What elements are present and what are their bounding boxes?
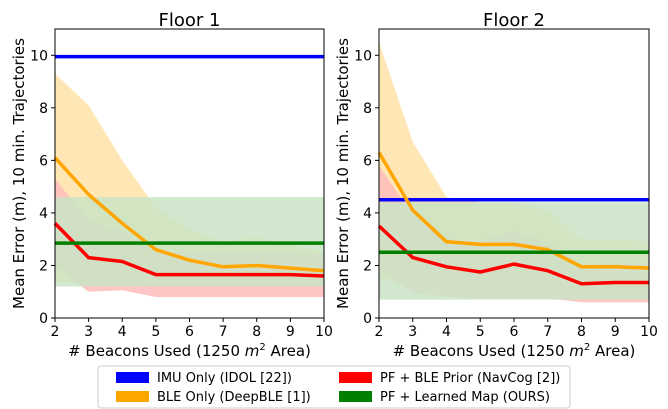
x-axis-ticks: 2 3 4 5 6 7 8 9 10 [375, 318, 658, 340]
legend-item: IMU Only (IDOL [22]) [116, 371, 292, 386]
x-tick-label: 8 [252, 324, 261, 340]
legend-item: BLE Only (DeepBLE [1]) [116, 390, 311, 405]
x-tick-label: 2 [375, 324, 384, 340]
x-axis-label: # Beacons Used (1250 m2 Area) [68, 342, 311, 360]
x-axis-label-part-1: # Beacons Used (1250 [393, 342, 570, 360]
legend-frame [97, 365, 571, 409]
x-axis-label-unit: m [245, 342, 260, 360]
x-axis-label-part-1: # Beacons Used (1250 [68, 342, 245, 360]
x-axis-label-exponent: 2 [259, 342, 265, 353]
legend-items: IMU Only (IDOL [22]) PF + BLE Prior (NavC… [116, 371, 560, 405]
y-tick-label: 6 [39, 153, 48, 169]
x-axis-ticks: 2 3 4 5 6 7 8 9 10 [51, 318, 333, 340]
x-tick-label: 4 [442, 324, 451, 340]
y-tick-label: 10 [354, 48, 372, 64]
x-tick-label: 3 [84, 324, 93, 340]
x-tick-label: 7 [543, 324, 552, 340]
line-pf-ble-prior-navcog-2 [377, 224, 649, 286]
x-axis-label: # Beacons Used (1250 m2 Area) [393, 342, 636, 360]
y-tick-label: 8 [39, 101, 48, 117]
x-axis-label-exponent: 2 [584, 342, 590, 353]
legend-label: PF + Learned Map (OURS) [380, 390, 550, 405]
x-tick-label: 6 [185, 324, 194, 340]
confidence-bands [55, 73, 324, 297]
x-axis-label-unit: m [569, 342, 584, 360]
y-axis-ticks: 0 2 4 6 8 10 [354, 48, 379, 327]
series-lines [53, 54, 325, 278]
x-tick-label: 4 [118, 324, 127, 340]
line-pf-ble-prior-navcog-2 [53, 222, 325, 278]
y-tick-label: 4 [363, 206, 372, 222]
legend-swatch [116, 372, 149, 383]
line-ble-only-deepble-1 [377, 151, 650, 270]
chart-title: Floor 2 [483, 10, 545, 31]
y-axis-ticks: 0 2 4 6 8 10 [30, 48, 55, 327]
y-tick-label: 6 [363, 153, 372, 169]
chart-title: Floor 1 [159, 10, 221, 31]
y-axis-label: Mean Error (m), 10 min. Trajectories [10, 38, 28, 309]
y-tick-label: 2 [363, 258, 372, 274]
legend-swatch [339, 391, 372, 402]
x-tick-label: 9 [611, 324, 620, 340]
y-tick-label: 0 [363, 311, 372, 327]
y-axis-label: Mean Error (m), 10 min. Trajectories [334, 38, 352, 309]
x-tick-label: 9 [286, 324, 295, 340]
y-tick-label: 4 [39, 206, 48, 222]
x-tick-label: 5 [151, 324, 160, 340]
line-ble-only-deepble-1 [53, 156, 325, 273]
y-tick-label: 8 [363, 101, 372, 117]
x-tick-label: 8 [577, 324, 586, 340]
x-axis-label-part-2: Area) [590, 342, 635, 360]
legend-label: PF + BLE Prior (NavCog [2]) [380, 371, 560, 386]
y-tick-label: 2 [39, 258, 48, 274]
x-tick-label: 10 [315, 324, 333, 340]
x-tick-label: 2 [51, 324, 60, 340]
x-tick-label: 3 [408, 324, 417, 340]
x-axis-label-part-2: Area) [266, 342, 311, 360]
series-lines [377, 151, 650, 286]
legend-label: BLE Only (DeepBLE [1]) [157, 390, 311, 405]
legend-item: PF + Learned Map (OURS) [339, 390, 550, 405]
y-tick-label: 0 [39, 311, 48, 327]
legend-swatch [116, 391, 149, 402]
legend-item: PF + BLE Prior (NavCog [2]) [339, 371, 560, 386]
legend-swatch [339, 372, 372, 383]
legend: IMU Only (IDOL [22]) PF + BLE Prior (NavC… [97, 365, 571, 409]
x-tick-label: 7 [219, 324, 228, 340]
x-tick-label: 10 [640, 324, 658, 340]
legend-label: IMU Only (IDOL [22]) [157, 371, 292, 386]
y-tick-label: 10 [30, 48, 48, 64]
x-tick-label: 5 [476, 324, 485, 340]
x-tick-label: 6 [510, 324, 519, 340]
